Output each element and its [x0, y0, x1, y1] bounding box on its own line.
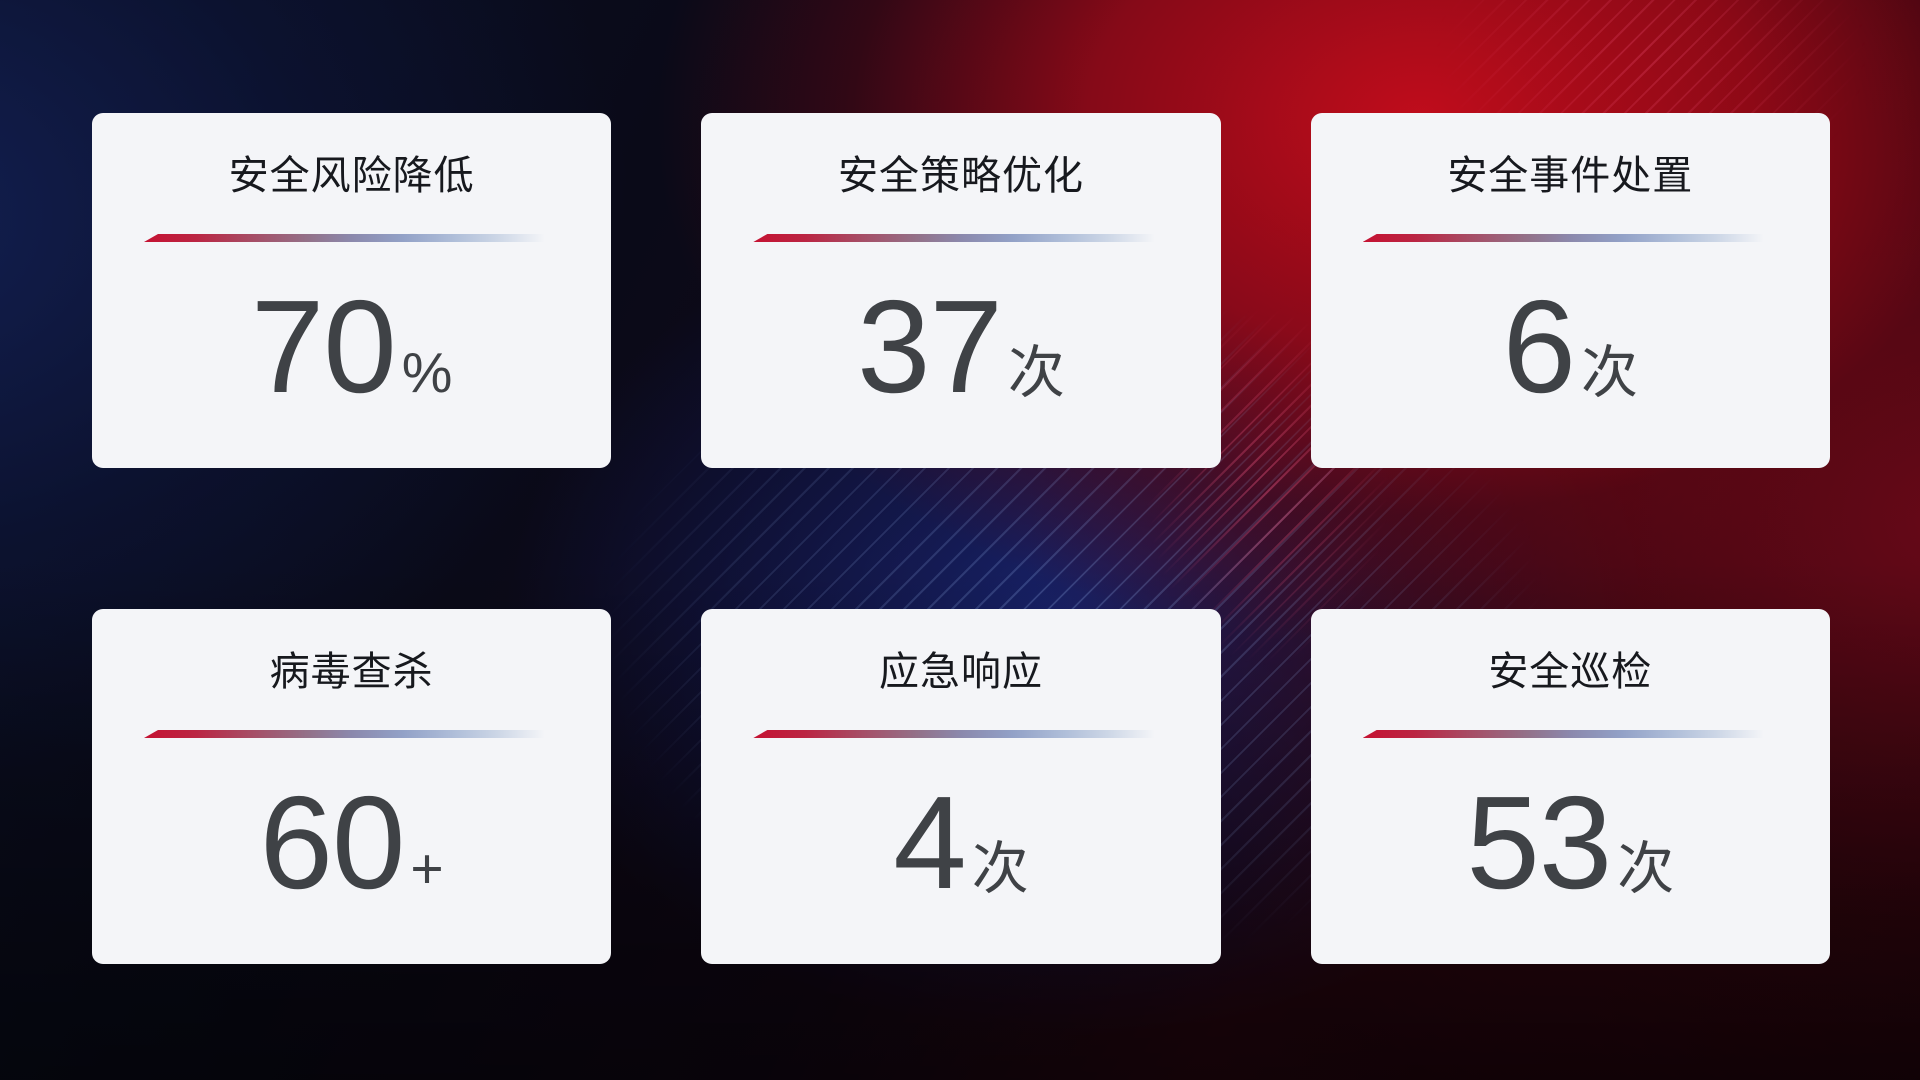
card-divider	[144, 730, 576, 738]
card-divider	[753, 234, 1185, 242]
card-title: 安全策略优化	[837, 154, 1084, 198]
card-title: 安全事件处置	[1447, 154, 1694, 198]
card-title: 应急响应	[878, 650, 1043, 694]
stat-value: 53	[1466, 769, 1612, 916]
stat-value: 6	[1502, 273, 1576, 420]
stat-value-group: 53 次	[1311, 770, 1830, 915]
stat-suffix: 次	[971, 837, 1029, 901]
stat-value-group: 60 +	[92, 770, 611, 915]
card-divider	[753, 730, 1185, 738]
card-divider	[1362, 234, 1794, 242]
card-divider	[144, 234, 576, 242]
stat-card-security-inspection: 安全巡检 53 次	[1310, 609, 1830, 964]
stat-value-group: 70%	[92, 274, 611, 419]
stat-suffix: 次	[1581, 341, 1639, 405]
card-divider	[1362, 730, 1794, 738]
card-title: 病毒查杀	[269, 650, 434, 694]
stat-value: 37	[857, 273, 1003, 420]
stat-suffix: 次	[1617, 837, 1675, 901]
stat-suffix: %	[401, 341, 453, 405]
stat-value: 70	[250, 273, 397, 420]
stat-card-risk-reduction: 安全风险降低 70%	[92, 113, 612, 468]
stat-suffix: 次	[1007, 341, 1065, 405]
stat-suffix: +	[410, 837, 444, 901]
card-title: 安全风险降低	[228, 154, 475, 198]
stat-value-group: 37 次	[701, 274, 1220, 419]
stat-value: 4	[893, 769, 966, 916]
stat-value: 60	[259, 769, 406, 916]
stat-card-policy-optimization: 安全策略优化 37 次	[701, 113, 1221, 468]
card-title: 安全巡检	[1488, 650, 1653, 694]
stat-card-virus-scan: 病毒查杀 60 +	[92, 609, 612, 964]
